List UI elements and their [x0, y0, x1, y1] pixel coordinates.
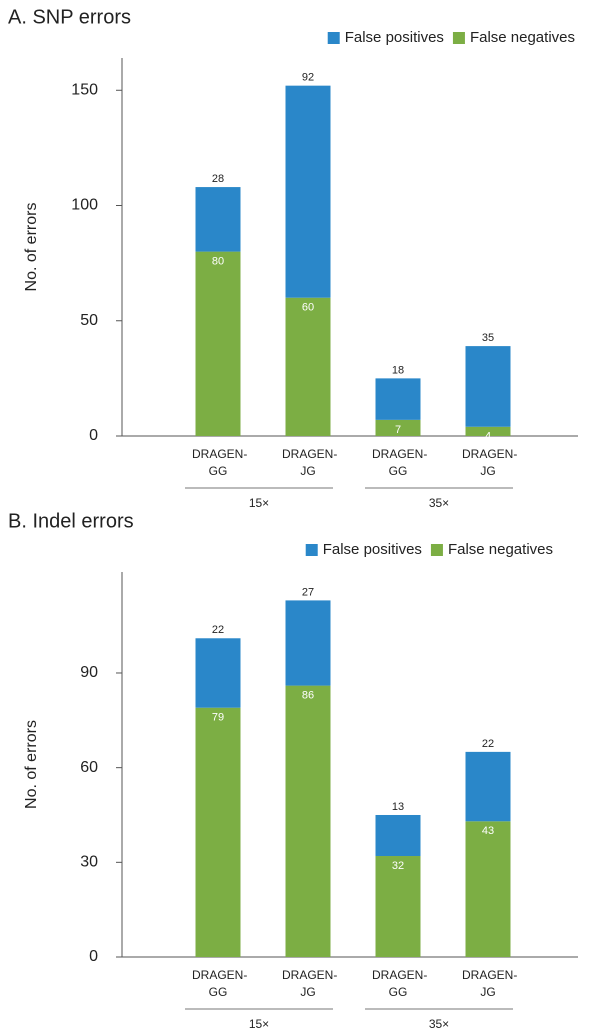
legend-swatch	[430, 544, 443, 556]
y-tick-label: 30	[80, 854, 98, 871]
data-label: 18	[392, 364, 404, 376]
y-tick-label: 0	[89, 948, 98, 965]
bar-segment	[375, 378, 421, 420]
group-label: 15×	[249, 1017, 269, 1031]
data-label: 22	[212, 624, 224, 636]
y-tick-label: 90	[80, 664, 98, 681]
y-tick-label: 100	[71, 197, 98, 214]
legend-label: False negatives	[470, 29, 575, 46]
y-tick-label: 0	[89, 427, 98, 444]
data-label: 4	[485, 431, 491, 443]
bar-segment	[195, 707, 241, 957]
bar-segment	[465, 751, 511, 822]
bar-segment	[375, 419, 421, 436]
group-label: 35×	[429, 496, 449, 510]
data-label: 92	[302, 72, 314, 84]
bar-segment	[195, 187, 241, 252]
x-tick-label: DRAGEN-JG	[282, 968, 338, 999]
legend-swatch	[452, 32, 465, 44]
x-tick-label: DRAGEN-GG	[192, 968, 248, 999]
x-tick-label: DRAGEN-JG	[282, 447, 338, 478]
data-label: 80	[212, 256, 224, 268]
legend-label: False negatives	[448, 541, 553, 558]
x-tick-label: DRAGEN-JG	[462, 968, 518, 999]
bar-segment	[465, 821, 511, 957]
legend-label: False positives	[345, 29, 444, 46]
data-label: 27	[302, 586, 314, 598]
data-label: 86	[302, 690, 314, 702]
bar-segment	[465, 426, 511, 436]
bar-segment	[285, 600, 331, 686]
y-tick-label: 60	[80, 759, 98, 776]
bar-segment	[285, 297, 331, 436]
chart-title: B. Indel errors	[8, 510, 134, 532]
bar-segment	[375, 814, 421, 857]
data-label: 22	[482, 738, 494, 750]
x-tick-label: DRAGEN-JG	[462, 447, 518, 478]
data-label: 13	[392, 801, 404, 813]
bar-segment	[285, 85, 331, 298]
chart-title: A. SNP errors	[8, 6, 131, 28]
x-tick-label: DRAGEN-GG	[192, 447, 248, 478]
data-label: 7	[395, 424, 401, 436]
bar-segment	[285, 685, 331, 957]
x-tick-label: DRAGEN-GG	[372, 968, 428, 999]
data-label: 60	[302, 302, 314, 314]
data-label: 35	[482, 332, 494, 344]
y-tick-label: 150	[71, 81, 98, 98]
data-label: 28	[212, 173, 224, 185]
legend-label: False positives	[323, 541, 422, 558]
x-tick-label: DRAGEN-GG	[372, 447, 428, 478]
y-axis-title: No. of errors	[23, 720, 40, 809]
bar-segment	[195, 638, 241, 708]
group-label: 35×	[429, 1017, 449, 1031]
legend-swatch	[327, 32, 340, 44]
bar-segment	[465, 346, 511, 427]
y-tick-label: 50	[80, 312, 98, 329]
bar-segment	[195, 251, 241, 436]
data-label: 43	[482, 825, 494, 837]
y-axis-title: No. of errors	[23, 203, 40, 292]
group-label: 15×	[249, 496, 269, 510]
legend-swatch	[305, 544, 318, 556]
bar-segment	[375, 856, 421, 957]
data-label: 32	[392, 860, 404, 872]
data-label: 79	[212, 712, 224, 724]
